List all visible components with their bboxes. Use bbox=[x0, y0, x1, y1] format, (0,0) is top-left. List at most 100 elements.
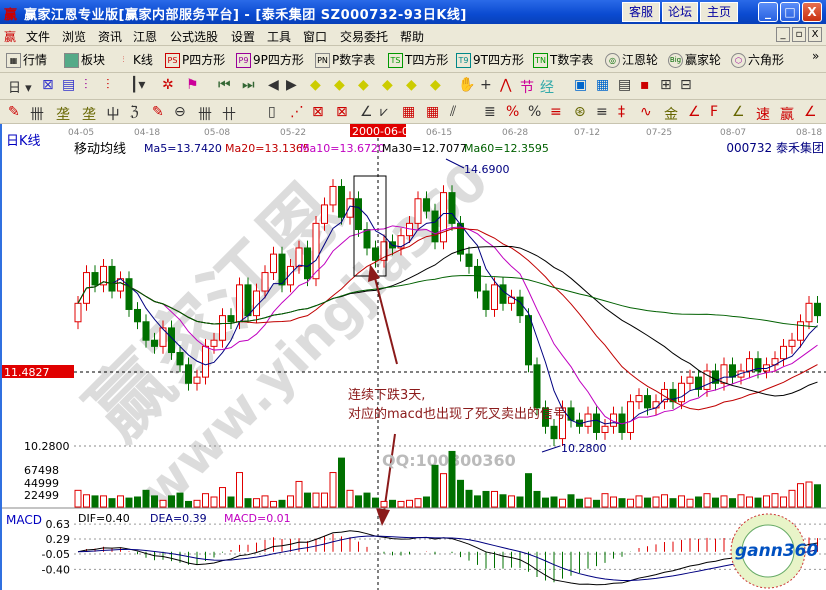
angle-icon[interactable]: ∠ bbox=[360, 104, 373, 120]
last-icon[interactable]: ⏭ bbox=[242, 77, 255, 93]
flag-icon[interactable]: ⚑ bbox=[186, 77, 199, 93]
speed-icon[interactable]: 速 bbox=[756, 107, 770, 123]
toolbar-t-square[interactable]: TS T四方形 bbox=[388, 51, 448, 68]
percent-levels-icon[interactable]: ≡ bbox=[550, 104, 562, 120]
spiral-icon[interactable]: ℨ bbox=[130, 104, 139, 120]
mdi-minimize-button[interactable]: _ bbox=[776, 27, 790, 42]
calendar-icon[interactable]: ▣ bbox=[574, 77, 588, 93]
slash-lines-icon[interactable]: ⫽ bbox=[450, 104, 457, 120]
winner-angle-icon[interactable]: 赢 bbox=[780, 107, 794, 123]
circle-grid-icon[interactable]: ⊖ bbox=[174, 104, 186, 120]
gold-fan-icon[interactable]: 垄 bbox=[82, 107, 96, 123]
line-tool-icon[interactable]: ⋀ bbox=[500, 77, 512, 93]
gann-grid-icon[interactable]: ⊠ bbox=[336, 104, 348, 120]
gold-icon[interactable]: 金 bbox=[664, 107, 678, 123]
parallel-lines-icon[interactable]: 卌 bbox=[30, 107, 44, 123]
gold-angle-icon[interactable]: ∠ bbox=[732, 104, 745, 120]
calculator-icon[interactable]: ▦ bbox=[596, 77, 610, 93]
grid1-icon[interactable]: ▦ bbox=[402, 104, 416, 120]
volume-bar bbox=[91, 495, 99, 508]
menu-tools[interactable]: 工具 bbox=[267, 30, 292, 44]
first-icon[interactable]: ⏮ bbox=[218, 77, 231, 93]
zoom-expand-icon[interactable]: ◆ bbox=[358, 77, 369, 93]
gold-circle-icon[interactable]: ⊛ bbox=[574, 104, 586, 120]
bars-icon[interactable]: ≣ bbox=[484, 104, 496, 120]
toolbar-more-button[interactable]: » bbox=[812, 49, 820, 63]
forum-button[interactable]: 论坛 bbox=[662, 2, 698, 22]
angle-extra-icon[interactable]: ∠ bbox=[804, 104, 817, 120]
menu-window[interactable]: 窗口 bbox=[303, 30, 328, 44]
zoom-shrink-icon[interactable]: ◆ bbox=[382, 77, 393, 93]
zoom-left-icon[interactable]: ◆ bbox=[310, 77, 321, 93]
customer-service-button[interactable]: 客服 bbox=[622, 2, 660, 22]
box-icon[interactable]: ▯ bbox=[268, 104, 276, 120]
menu-news[interactable]: 资讯 bbox=[98, 30, 123, 44]
mdi-close-button[interactable]: X bbox=[808, 27, 822, 42]
toolbar-t-table[interactable]: TN T数字表 bbox=[533, 51, 593, 68]
n2-icon[interactable]: 卄 bbox=[222, 107, 236, 123]
levels-icon[interactable]: ≡ bbox=[596, 104, 608, 120]
arrow-up bbox=[373, 273, 398, 365]
period-select[interactable]: 日 ▾ bbox=[8, 81, 32, 96]
notes-icon[interactable]: ▤ bbox=[62, 77, 76, 93]
crosshair-icon[interactable]: + bbox=[480, 77, 492, 93]
candle-select-icon[interactable]: ┃▾ bbox=[130, 77, 146, 93]
document-icon[interactable]: ▤ bbox=[618, 77, 632, 93]
chart-type2-icon[interactable]: ⫶ bbox=[106, 77, 110, 93]
hand-icon[interactable]: ✋ bbox=[458, 77, 476, 93]
homepage-button[interactable]: 主页 bbox=[700, 2, 738, 22]
gann-fan-icon[interactable]: ⋰ bbox=[290, 104, 304, 120]
toolbar-quotes[interactable]: ▦ 行情 bbox=[6, 51, 47, 68]
cancel-icon[interactable]: ✲ bbox=[162, 77, 174, 93]
prev-icon[interactable]: ◀ bbox=[268, 77, 279, 93]
toolbar-p-square[interactable]: PS P四方形 bbox=[165, 51, 225, 68]
menu-gann[interactable]: 江恩 bbox=[133, 30, 158, 44]
angle-line-icon[interactable]: ∠ bbox=[688, 104, 701, 120]
pattern-icon[interactable]: 节 bbox=[520, 80, 534, 96]
menu-trading[interactable]: 交易委托 bbox=[340, 30, 389, 44]
toolbar-gann-wheel[interactable]: ◎ 江恩轮 bbox=[605, 51, 658, 68]
indicator-name[interactable]: 移动均线 bbox=[74, 142, 126, 157]
network-icon[interactable]: ⊞ bbox=[660, 77, 672, 93]
toolbar-9p-square[interactable]: P9 9P四方形 bbox=[236, 51, 304, 68]
ma60-line bbox=[77, 274, 818, 328]
close-button[interactable]: X bbox=[802, 2, 822, 22]
percent-icon[interactable]: % bbox=[528, 104, 542, 120]
toolbar-winner-wheel[interactable]: Big 赢家轮 bbox=[668, 53, 722, 68]
next-icon[interactable]: ▶ bbox=[286, 77, 297, 93]
wave-icon[interactable]: ∿ bbox=[640, 104, 652, 120]
toolbar-sectors[interactable]: 板块 bbox=[64, 51, 105, 68]
toolbar-p-table[interactable]: PN P数字表 bbox=[315, 51, 375, 68]
zoom-right-icon[interactable]: ◆ bbox=[334, 77, 345, 93]
mdi-restore-button[interactable]: ▫ bbox=[792, 27, 806, 42]
menu-formula[interactable]: 公式选股 bbox=[170, 30, 219, 44]
maximize-button[interactable]: □ bbox=[780, 2, 800, 22]
gann-box-icon[interactable]: ⊠ bbox=[312, 104, 324, 120]
percent-line-icon[interactable]: % bbox=[506, 104, 520, 120]
v-icon[interactable]: ⩗ bbox=[380, 104, 388, 120]
zoom-in-icon[interactable]: ◆ bbox=[406, 77, 417, 93]
toolbar-9t-square[interactable]: T9 9T四方形 bbox=[456, 51, 524, 68]
menu-help[interactable]: 帮助 bbox=[400, 30, 425, 44]
toolbar-kline[interactable]: ⫶ K线 bbox=[116, 51, 153, 68]
connect-icon[interactable]: ⊟ bbox=[680, 77, 692, 93]
fib-icon[interactable]: 屮 bbox=[106, 107, 120, 123]
gold-line-icon[interactable]: 垄 bbox=[56, 107, 70, 123]
chart-type1-icon[interactable]: ⫶ bbox=[84, 77, 88, 93]
kline-chart[interactable]: 赢家江恩 www.yingjia360 日K线 04-05 04-18 05-08 0… bbox=[0, 124, 826, 590]
f-angle-icon[interactable]: F bbox=[710, 104, 719, 120]
price-mark-icon[interactable]: ‡ bbox=[618, 104, 625, 120]
menu-settings[interactable]: 设置 bbox=[231, 30, 256, 44]
save-icon[interactable]: ▪ bbox=[640, 77, 650, 93]
toolbar-hexagon[interactable]: ⬡ 六角形 bbox=[731, 51, 784, 68]
zoom-out-icon[interactable]: ◆ bbox=[430, 77, 441, 93]
overlay-icon[interactable]: ⊠ bbox=[42, 77, 54, 93]
indicator-icon[interactable]: 经 bbox=[540, 80, 554, 96]
lines-icon[interactable]: 卌 bbox=[198, 107, 212, 123]
pen-icon[interactable]: ✎ bbox=[8, 104, 20, 120]
grid2-icon[interactable]: ▦ bbox=[426, 104, 440, 120]
menu-file[interactable]: 文件 bbox=[26, 30, 51, 44]
marker-icon[interactable]: ✎ bbox=[152, 104, 164, 120]
menu-browse[interactable]: 浏览 bbox=[62, 30, 87, 44]
minimize-button[interactable]: _ bbox=[758, 2, 778, 22]
